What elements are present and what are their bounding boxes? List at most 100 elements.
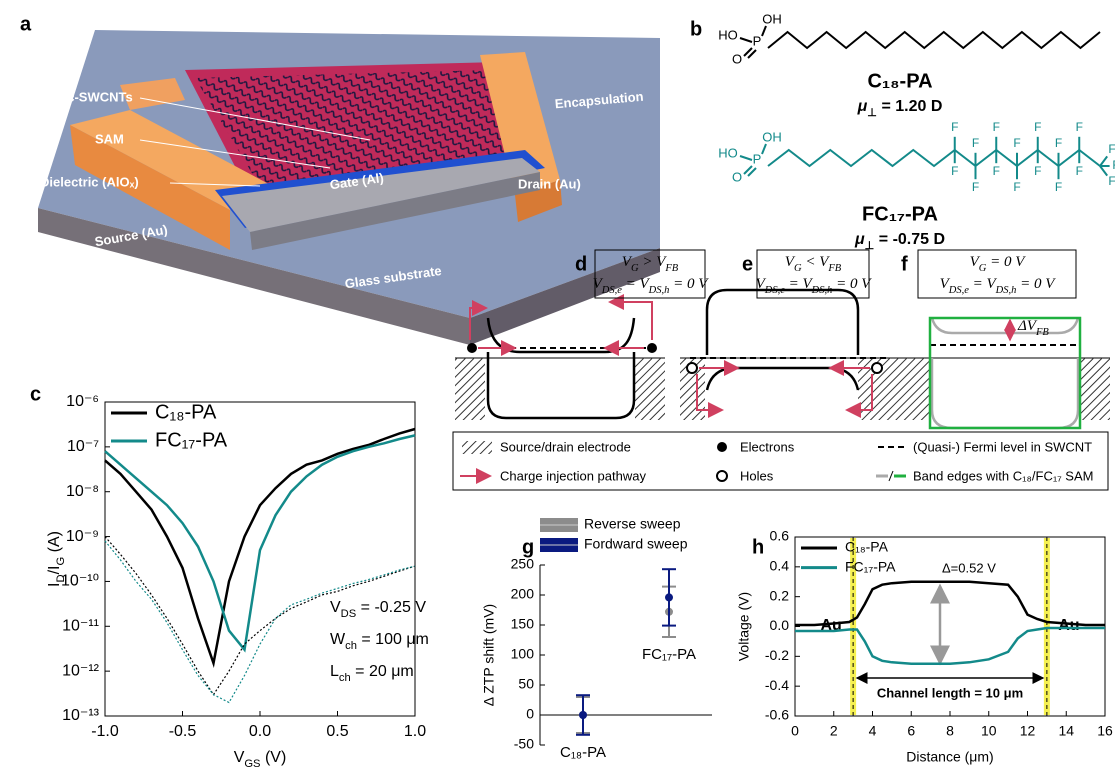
y-tick-label: -0.2 bbox=[765, 647, 789, 663]
text-run: DS,h bbox=[995, 285, 1017, 296]
electrode-label: Au bbox=[1058, 617, 1079, 634]
hole bbox=[687, 363, 697, 373]
y-tick-label: 0.2 bbox=[770, 587, 790, 603]
category-label: FC₁₇-PA bbox=[642, 646, 696, 663]
y-tick-label: 10⁻¹³ bbox=[62, 707, 100, 724]
x-tick-label: 12 bbox=[1020, 723, 1036, 739]
y-tick-label: 10⁻⁶ bbox=[66, 393, 99, 410]
x-tick-label: 4 bbox=[869, 723, 877, 739]
y-tick-label: 10⁻⁷ bbox=[67, 438, 99, 455]
y-tick-label: 0.6 bbox=[770, 528, 790, 544]
panel-label: b bbox=[690, 18, 702, 40]
legend-text: Charge injection pathway bbox=[500, 468, 646, 483]
text-run: μ bbox=[857, 98, 868, 115]
device-label: Dielectric (AlOₓ) bbox=[40, 174, 139, 189]
electrode bbox=[455, 358, 485, 420]
text-run: = bbox=[785, 276, 803, 292]
fluorine: F bbox=[993, 164, 1000, 178]
fluorine: F bbox=[972, 180, 979, 194]
text-run: ⊥ bbox=[867, 107, 877, 119]
y-tick-label: 50 bbox=[518, 676, 534, 692]
panel-label: c bbox=[30, 383, 41, 405]
atom: O bbox=[732, 51, 742, 66]
fluorine: F bbox=[1013, 180, 1020, 194]
text-run: ΔV bbox=[1017, 318, 1038, 334]
y-tick-label: 250 bbox=[511, 556, 535, 572]
text-run: = 1.20 D bbox=[877, 98, 942, 115]
electrode-band bbox=[1044, 538, 1050, 715]
text-run: = 20 μm bbox=[351, 663, 414, 680]
text-run: V bbox=[330, 599, 341, 616]
text-run: DS,e bbox=[948, 285, 969, 296]
y-tick-label: 100 bbox=[511, 646, 535, 662]
text-run: μ bbox=[854, 231, 865, 248]
text-run: FB bbox=[827, 263, 841, 274]
y-tick-label: -50 bbox=[514, 736, 534, 752]
y-tick-label: -0.4 bbox=[765, 677, 789, 693]
text-run: V bbox=[234, 749, 245, 766]
fluorine: F bbox=[1076, 164, 1083, 178]
text-run: ⊥ bbox=[865, 240, 875, 252]
delta-label: Δ=0.52 V bbox=[942, 560, 996, 575]
text-run: W bbox=[330, 631, 346, 648]
fluorine: F bbox=[1034, 164, 1041, 178]
x-tick-label: 1.0 bbox=[404, 723, 426, 740]
y-tick-label: 10⁻¹² bbox=[62, 662, 100, 679]
legend-label: Reverse sweep bbox=[584, 516, 681, 532]
y-tick-label: -0.6 bbox=[765, 707, 789, 723]
figure: abcdefghsc-SWCNTsSAMDielectric (AlOₓ)Gat… bbox=[0, 0, 1115, 778]
x-tick-label: 10 bbox=[981, 723, 997, 739]
text-run: > bbox=[639, 254, 657, 270]
y-tick-label: 150 bbox=[511, 616, 535, 632]
legend-text: Holes bbox=[740, 468, 774, 483]
molecule-name: FC₁₇-PA bbox=[862, 203, 938, 225]
legend-label: C₁₈-PA bbox=[845, 539, 889, 555]
hole bbox=[872, 363, 882, 373]
electrode bbox=[635, 358, 665, 420]
text-run: DS,h bbox=[811, 285, 833, 296]
y-tick-label: 0 bbox=[526, 706, 534, 722]
panel-label: e bbox=[742, 253, 753, 275]
text-run: = 0 V bbox=[1016, 276, 1056, 292]
atom: P bbox=[753, 33, 762, 48]
legend-text: Source/drain electrode bbox=[500, 439, 631, 454]
text-run: /I bbox=[46, 566, 63, 575]
text-run: GS bbox=[244, 758, 260, 770]
ylabel: Voltage (V) bbox=[736, 592, 752, 661]
device-label: sc-SWCNTs bbox=[60, 89, 133, 104]
electron bbox=[467, 343, 477, 353]
electrode bbox=[1080, 358, 1110, 420]
category-label: C₁₈-PA bbox=[560, 744, 606, 761]
x-tick-label: 16 bbox=[1097, 723, 1113, 739]
atom: HO bbox=[718, 145, 738, 160]
text-run: FB bbox=[664, 263, 678, 274]
electrode bbox=[895, 358, 930, 420]
y-tick-label: 10⁻¹¹ bbox=[62, 618, 99, 635]
atom: OH bbox=[762, 11, 782, 26]
text-run: = 0 V bbox=[986, 254, 1026, 270]
fluorine: F bbox=[1055, 136, 1062, 150]
x-tick-label: 0.0 bbox=[249, 723, 271, 740]
panel-label: h bbox=[752, 536, 764, 558]
y-tick-label: 10⁻⁹ bbox=[66, 528, 99, 545]
x-tick-label: 8 bbox=[946, 723, 954, 739]
fluorine: F bbox=[951, 164, 958, 178]
x-tick-label: 2 bbox=[830, 723, 838, 739]
point bbox=[579, 711, 587, 719]
device-label: SAM bbox=[95, 131, 124, 146]
fluorine: F bbox=[1013, 136, 1020, 150]
text-run: (A) bbox=[46, 531, 63, 557]
text-run: = bbox=[622, 276, 640, 292]
text-run: = 100 μm bbox=[357, 631, 429, 648]
fluorine: F bbox=[951, 120, 958, 134]
text-run: = 0 V bbox=[832, 276, 872, 292]
legend-electron bbox=[717, 442, 727, 452]
text-run: DS,h bbox=[648, 285, 670, 296]
text-run: DS,e bbox=[764, 285, 785, 296]
legend-label: FC₁₇-PA bbox=[845, 558, 896, 574]
atom: O bbox=[732, 169, 742, 184]
panel-label: f bbox=[901, 253, 908, 275]
panel-label: a bbox=[20, 13, 32, 35]
text-run: = 0 V bbox=[669, 276, 709, 292]
y-tick-label: 0.4 bbox=[770, 558, 790, 574]
